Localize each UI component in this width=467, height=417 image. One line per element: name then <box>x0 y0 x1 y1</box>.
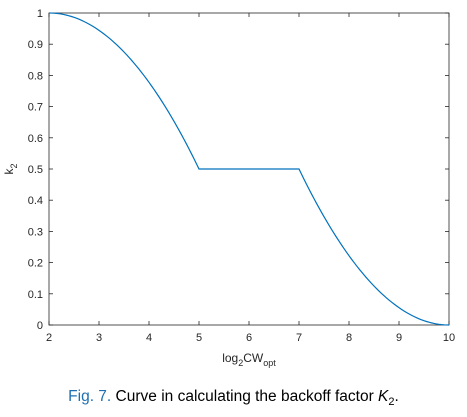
x-tick-label: 6 <box>246 332 252 344</box>
y-tick-label: 0.6 <box>28 133 43 145</box>
y-tick-label: 0 <box>37 320 43 332</box>
caption-end: . <box>394 388 399 405</box>
y-tick-label: 0.7 <box>28 102 43 114</box>
tick-labels: 2 3 4 5 6 7 8 9 10 0 0.1 0.2 0.3 0.4 0.5 0.6 0.7 0.8 0.9 1 <box>28 8 455 344</box>
x-tick-label: 8 <box>346 332 352 344</box>
series-line <box>48 12 450 326</box>
y-tick-label: 0.2 <box>28 258 43 270</box>
y-tick-label: 1 <box>37 8 43 20</box>
ticks <box>48 12 450 326</box>
y-axis-label: k2 <box>2 163 19 174</box>
x-tick-label: 2 <box>46 332 52 344</box>
y-tick-label: 0.1 <box>28 289 43 301</box>
figure-caption: Fig. 7. Curve in calculating the backoff… <box>0 388 467 408</box>
x-axis-label: log2CWopt <box>222 351 276 368</box>
y-tick-label: 0.5 <box>28 164 43 176</box>
caption-symbol-subscript: 2 <box>388 396 395 409</box>
x-tick-label: 7 <box>296 332 302 344</box>
x-tick-label: 10 <box>443 332 455 344</box>
y-tick-label: 0.4 <box>28 195 43 207</box>
x-tick-label: 4 <box>146 332 152 344</box>
chart: 2 3 4 5 6 7 8 9 1000.10.20.30.40.50.60.70.80.91 … <box>2 8 455 368</box>
figure-label: Fig. 7. <box>68 388 112 405</box>
y-tick-label: 0.9 <box>28 39 43 51</box>
y-tick-label: 0.8 <box>28 70 43 82</box>
x-tick-label: 9 <box>396 332 402 344</box>
caption-symbol: K <box>378 388 389 405</box>
caption-text: Curve in calculating the backoff factor <box>115 388 379 405</box>
y-tick-label: 0.3 <box>28 226 43 238</box>
x-tick-label: 3 <box>96 332 102 344</box>
x-tick-label: 5 <box>196 332 202 344</box>
